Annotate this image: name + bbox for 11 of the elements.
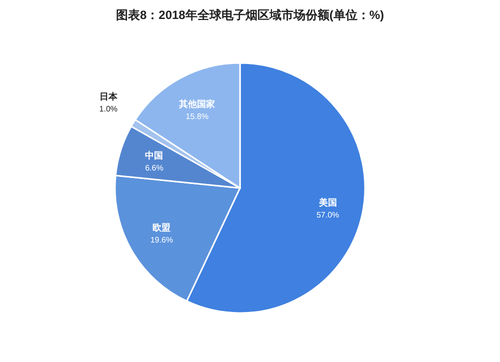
data-label: 19.6% bbox=[150, 235, 174, 244]
data-label: 1.0% bbox=[99, 104, 118, 114]
data-label: 57.0% bbox=[316, 210, 340, 220]
slice-label: 中国 bbox=[145, 150, 164, 161]
slice-label: 日本 bbox=[99, 92, 118, 102]
slice-label: 欧盟 bbox=[152, 222, 171, 232]
slice-label: 其他国家 bbox=[178, 98, 216, 109]
slice-label: 美国 bbox=[318, 198, 337, 208]
chart-title: 图表8：2018年全球电子烟区域市场份额(单位：%) bbox=[116, 8, 384, 22]
data-label: 15.8% bbox=[186, 112, 208, 121]
data-label: 6.6% bbox=[145, 164, 164, 173]
